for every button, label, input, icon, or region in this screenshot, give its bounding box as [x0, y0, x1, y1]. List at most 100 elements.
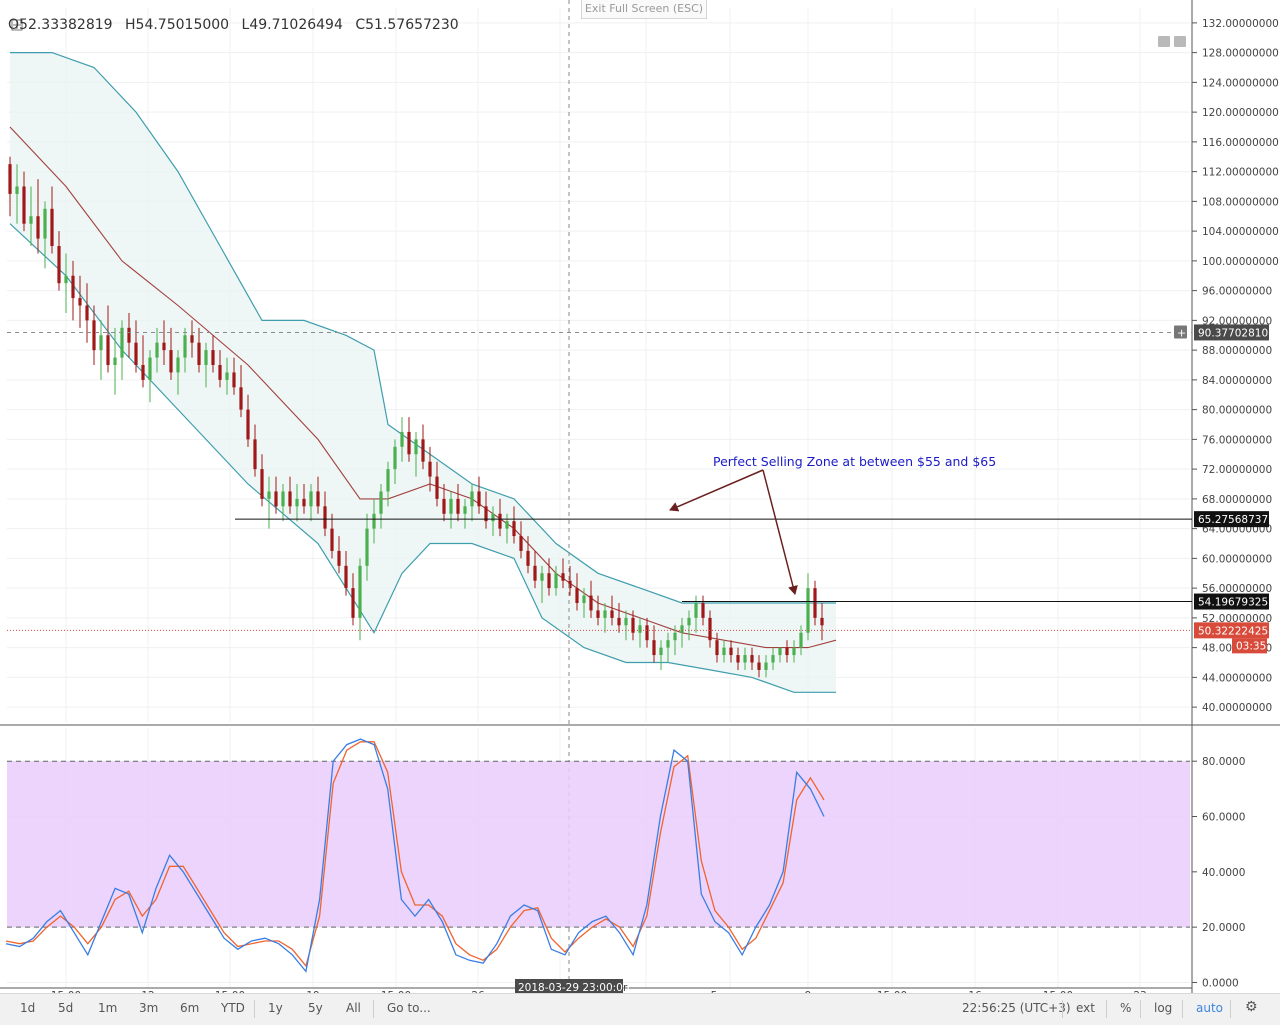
candle: [624, 610, 628, 641]
candle: [337, 536, 341, 574]
candle-body: [155, 342, 159, 358]
price-axis-label: 92.00000000: [1202, 315, 1272, 327]
candle: [547, 558, 551, 596]
candle-body: [568, 580, 572, 589]
candle-body: [218, 365, 222, 380]
candle-body: [442, 498, 446, 514]
candle: [610, 595, 614, 626]
candle-body: [547, 573, 551, 589]
exit-fullscreen-button[interactable]: Exit Full Screen (ESC): [581, 0, 707, 19]
price-axis-label: 52.00000000: [1202, 613, 1272, 625]
range-5d[interactable]: 5d: [58, 1001, 74, 1015]
candle: [176, 350, 180, 395]
candle: [106, 305, 110, 373]
candle-body: [673, 632, 677, 641]
osc-axis-label: 80.0000: [1202, 756, 1245, 768]
candle-body: [540, 573, 544, 581]
candle-body: [267, 491, 271, 499]
candle-body: [127, 327, 131, 343]
countdown-badge-text: 03:35: [1236, 640, 1266, 652]
scale-down-icon[interactable]: [1174, 36, 1186, 47]
candle-body: [337, 550, 341, 566]
log-toggle[interactable]: log: [1154, 1001, 1173, 1015]
range-all[interactable]: All: [346, 1001, 361, 1015]
range-1y[interactable]: 1y: [268, 1001, 283, 1015]
candle-body: [204, 350, 208, 365]
candle: [288, 476, 292, 514]
settings-gear-icon[interactable]: ⚙: [1245, 999, 1258, 1015]
candle: [323, 491, 327, 537]
candle-body: [652, 640, 656, 656]
candle: [554, 565, 558, 596]
price-axis-badge: [1194, 622, 1269, 639]
range-1m[interactable]: 1m: [98, 1001, 118, 1015]
scale-up-icon[interactable]: [1158, 36, 1170, 47]
plus-glyph: +: [1177, 326, 1186, 339]
candle-body: [470, 491, 474, 507]
candle: [351, 573, 355, 626]
candle: [435, 461, 439, 507]
range-5y[interactable]: 5y: [308, 1001, 323, 1015]
auto-toggle[interactable]: auto: [1196, 1001, 1224, 1015]
range-3m[interactable]: 3m: [139, 1001, 159, 1015]
candle-body: [764, 662, 768, 670]
price-axis-label: 96.00000000: [1202, 286, 1272, 298]
candle-body: [64, 275, 68, 284]
candle: [568, 565, 572, 596]
price-axis-label: 120.00000000: [1202, 107, 1279, 119]
add-level-plus-icon: [1174, 325, 1187, 339]
candle: [36, 179, 40, 254]
price-badge-bg: [1194, 324, 1269, 341]
candle-body: [36, 216, 40, 239]
candle-body: [211, 350, 215, 365]
candle: [575, 573, 579, 611]
candle: [302, 484, 306, 514]
range-6m[interactable]: 6m: [180, 1001, 200, 1015]
candle-body: [526, 550, 530, 566]
candle: [512, 506, 516, 544]
candle: [561, 558, 565, 589]
candle: [246, 394, 250, 447]
candle-body: [407, 431, 411, 455]
bottom-toolbar: 1d 5d 1m 3m 6m YTD 1y 5y All Go to... 22…: [0, 993, 1280, 1025]
candle-body: [309, 491, 313, 507]
candle: [771, 647, 775, 670]
price-axis-label: 124.00000000: [1202, 77, 1279, 89]
candle-body: [715, 640, 719, 656]
candle: [407, 417, 411, 462]
percent-toggle[interactable]: %: [1120, 1001, 1132, 1015]
candle-body: [792, 647, 796, 656]
candle: [372, 498, 376, 544]
candle: [183, 327, 187, 373]
candle-body: [15, 186, 19, 194]
candle: [715, 632, 719, 663]
candle: [281, 484, 285, 522]
candle: [155, 327, 159, 373]
candle-body: [8, 164, 12, 194]
candle-body: [610, 610, 614, 618]
ohlc-high: H54.75015000: [125, 17, 230, 33]
candle-body: [687, 617, 691, 626]
osc-axis-label: 20.0000: [1202, 922, 1245, 934]
candle: [778, 647, 782, 663]
price-badge-bg: [1194, 511, 1269, 528]
range-1d[interactable]: 1d: [20, 1001, 36, 1015]
goto-button[interactable]: Go to...: [387, 1001, 431, 1015]
candle: [463, 498, 467, 529]
ext-toggle[interactable]: ext: [1076, 1001, 1095, 1015]
candle: [687, 610, 691, 641]
candle: [267, 476, 271, 529]
time-axis-label-partial: r: [623, 982, 628, 994]
candle-body: [225, 372, 229, 380]
candle-body: [197, 342, 201, 365]
price-axis-label: 40.00000000: [1202, 702, 1272, 714]
time-crosshair-label: 2018-03-29 23:00:00: [518, 982, 630, 994]
range-ytd[interactable]: YTD: [221, 1001, 245, 1015]
candle: [659, 640, 663, 670]
candle-body: [106, 335, 110, 365]
candle: [680, 617, 684, 648]
candle-body: [99, 335, 103, 351]
candle-body: [512, 521, 516, 537]
annotation-text: Perfect Selling Zone at between $55 and …: [713, 454, 996, 469]
